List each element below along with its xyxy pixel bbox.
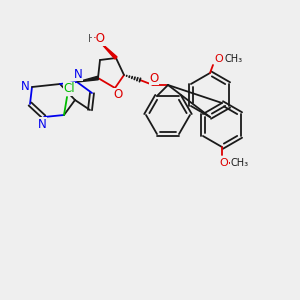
- Text: O: O: [149, 71, 159, 85]
- Text: N: N: [21, 80, 29, 94]
- Text: N: N: [74, 68, 82, 80]
- Text: N: N: [38, 118, 46, 130]
- Text: O: O: [113, 88, 123, 101]
- Text: ·O: ·O: [92, 32, 106, 46]
- Polygon shape: [77, 76, 98, 82]
- Text: O: O: [220, 158, 228, 168]
- Text: H: H: [88, 34, 96, 44]
- Text: O: O: [214, 54, 224, 64]
- Text: CH₃: CH₃: [231, 158, 249, 168]
- Polygon shape: [100, 42, 117, 59]
- Text: Cl: Cl: [63, 82, 75, 95]
- Text: CH₃: CH₃: [225, 54, 243, 64]
